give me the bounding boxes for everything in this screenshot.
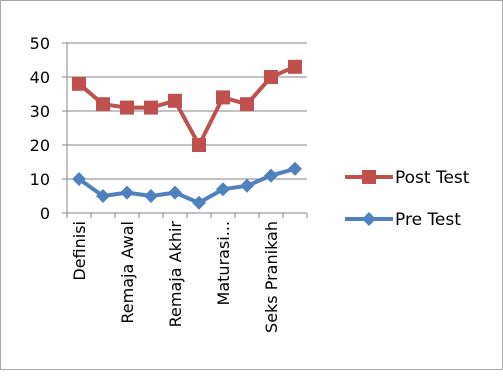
data-point <box>168 93 182 108</box>
y-tick-label: 40 <box>30 68 50 87</box>
data-point <box>144 100 158 115</box>
legend-item: Post Test <box>345 168 470 188</box>
data-point <box>72 172 86 186</box>
x-tick-label: Definisi <box>70 221 89 281</box>
data-point <box>96 97 110 112</box>
data-point <box>168 185 182 200</box>
legend-item: Pre Test <box>345 210 461 230</box>
y-tick-label: 10 <box>30 170 50 189</box>
x-tick-label: Maturasi... <box>214 221 233 305</box>
legend-label: Pre Test <box>395 210 461 230</box>
data-point <box>216 182 230 197</box>
x-tick-label: Remaja Awal <box>118 221 137 324</box>
x-tick-labels: Definisi Remaja Awal Remaja Akhir Maturasi.… <box>70 221 281 333</box>
series-post-test <box>72 59 302 152</box>
series-pre-test <box>72 161 302 210</box>
legend-marker <box>362 170 376 184</box>
x-tick-label: Remaja Akhir <box>166 221 185 328</box>
data-point <box>96 189 110 203</box>
data-point <box>120 100 134 115</box>
legend-marker <box>362 212 376 226</box>
data-point <box>192 195 206 210</box>
x-tick-label: Seks Pranikah <box>262 221 281 333</box>
legend: Post Test Pre Test <box>345 168 470 230</box>
y-tick-label: 30 <box>30 102 50 121</box>
legend-label: Post Test <box>395 168 470 188</box>
data-point <box>264 70 278 84</box>
data-point <box>288 161 302 176</box>
data-point <box>144 189 158 203</box>
series-line <box>77 64 296 147</box>
data-point <box>264 168 278 183</box>
y-tick-label: 50 <box>30 34 50 53</box>
data-point <box>72 76 86 91</box>
data-point <box>192 138 206 152</box>
data-point <box>288 59 302 74</box>
y-tick-label: 20 <box>30 136 50 155</box>
series-line <box>77 166 296 205</box>
data-point <box>216 90 230 105</box>
axes <box>66 43 307 214</box>
data-point <box>120 185 134 200</box>
y-tick-labels: 0 10 20 30 40 50 <box>30 34 50 223</box>
data-point <box>240 178 254 193</box>
series-lines <box>72 59 302 210</box>
y-tick-label: 0 <box>40 204 50 223</box>
data-point <box>240 97 254 112</box>
